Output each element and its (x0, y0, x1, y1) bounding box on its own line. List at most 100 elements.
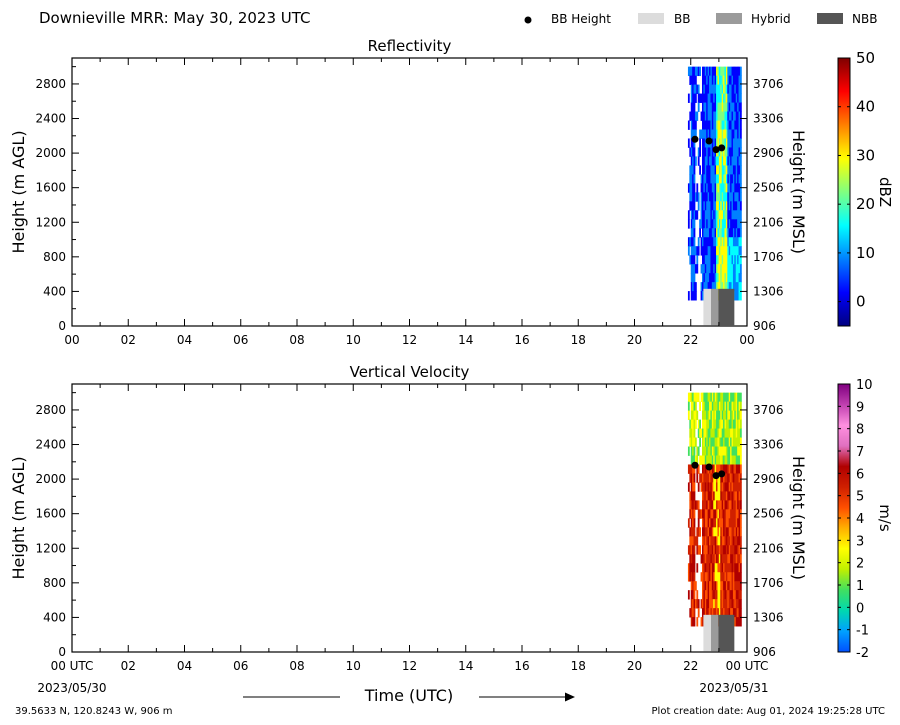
heatmap-cell (687, 482, 690, 492)
heatmap-cell (728, 392, 731, 403)
heatmap-cell (690, 563, 693, 573)
heatmap-cell (693, 482, 696, 492)
heatmap-cell (710, 102, 713, 112)
heatmap-cell (739, 165, 742, 175)
heatmap-cell (716, 392, 718, 403)
heatmap-cell (692, 120, 694, 130)
heatmap-cell (714, 500, 717, 510)
heatmap-cell (738, 111, 741, 121)
heatmap-cell (734, 509, 737, 519)
heatmap-cell (716, 500, 718, 510)
heatmap-cell (704, 554, 707, 564)
heatmap-cell (723, 120, 725, 130)
heatmap-cell (716, 608, 718, 618)
heatmap-cell (718, 183, 721, 193)
heatmap-cell (738, 518, 741, 528)
heatmap-cell (693, 473, 696, 483)
y2-tick-label: 3706 (753, 77, 784, 91)
heatmap-cell (706, 93, 709, 103)
heatmap-cell (689, 392, 692, 403)
heatmap-cell (692, 428, 694, 438)
heatmap-cell (713, 129, 716, 139)
heatmap-cell (714, 201, 717, 211)
heatmap-cell (737, 192, 739, 202)
heatmap-cell (693, 500, 696, 510)
heatmap-cell (737, 473, 739, 483)
heatmap-cell (711, 518, 714, 528)
heatmap-cell (731, 599, 734, 609)
heatmap-cell (693, 75, 696, 85)
heatmap-cell (737, 428, 739, 438)
heatmap-cell (718, 84, 721, 94)
heatmap-cell (735, 419, 738, 429)
heatmap-cell (706, 581, 709, 591)
heatmap-cell (720, 518, 723, 528)
heatmap-cell (718, 554, 721, 564)
heatmap-cell (699, 509, 701, 519)
heatmap-cell (694, 291, 697, 301)
heatmap-cell (725, 419, 728, 429)
heatmap-cell (690, 246, 693, 256)
x-tick-label: 16 (514, 659, 529, 673)
heatmap-cell (689, 111, 692, 121)
heatmap-cell (720, 545, 723, 555)
heatmap-cell (739, 237, 742, 247)
heatmap-cell (693, 183, 696, 193)
plot-area (72, 384, 747, 652)
heatmap-cell (735, 255, 738, 265)
heatmap-cell (725, 66, 728, 77)
heatmap-cell (720, 255, 723, 265)
heatmap-cell (721, 536, 724, 546)
x-tick-label: 12 (402, 333, 417, 347)
heatmap-cell (739, 608, 742, 618)
heatmap-cell (699, 401, 701, 411)
heatmap-cell (718, 228, 721, 238)
heatmap-cell (704, 473, 707, 483)
heatmap-cell (727, 419, 730, 429)
heatmap-cell (706, 192, 709, 202)
heatmap-cell (738, 473, 741, 483)
heatmap-cell (718, 120, 721, 130)
heatmap-cell (718, 75, 721, 85)
heatmap-cell (703, 491, 706, 501)
heatmap-cell (696, 563, 699, 573)
heatmap-cell (711, 282, 714, 292)
heatmap-cell (732, 237, 735, 247)
heatmap-cell (687, 246, 690, 256)
heatmap-cell (690, 255, 693, 265)
heatmap-cell (713, 201, 716, 211)
heatmap-cell (707, 572, 710, 582)
heatmap-cell (730, 174, 732, 184)
heatmap-cell (687, 401, 690, 411)
x-tick-label: 08 (289, 659, 304, 673)
heatmap-cell (739, 66, 742, 77)
heatmap-cell (717, 563, 720, 573)
heatmap-cell (725, 147, 728, 157)
heatmap-cell (730, 518, 732, 528)
heatmap-cell (703, 165, 706, 175)
heatmap-cell (727, 608, 730, 618)
heatmap-cell (709, 192, 711, 202)
heatmap-cell (738, 102, 741, 112)
heatmap-cell (724, 482, 727, 492)
heatmap-cell (720, 75, 723, 85)
heatmap-cell (739, 174, 742, 184)
heatmap-cell (728, 599, 731, 609)
heatmap-cell (707, 455, 710, 465)
heatmap-cell (725, 237, 728, 247)
heatmap-cell (737, 446, 739, 456)
heatmap-cell (725, 545, 728, 555)
heatmap-cell (727, 590, 730, 600)
heatmap-cell (739, 219, 742, 229)
heatmap-cell (718, 174, 721, 184)
heatmap-cell (720, 599, 723, 609)
heatmap-cell (702, 246, 704, 256)
heatmap-cell (716, 590, 718, 600)
heatmap-cell (724, 437, 727, 447)
heatmap-cell (692, 446, 694, 456)
heatmap-cell (724, 129, 727, 139)
heatmap-cell (711, 446, 714, 456)
heatmap-cell (687, 446, 690, 456)
heatmap-cell (734, 617, 737, 627)
